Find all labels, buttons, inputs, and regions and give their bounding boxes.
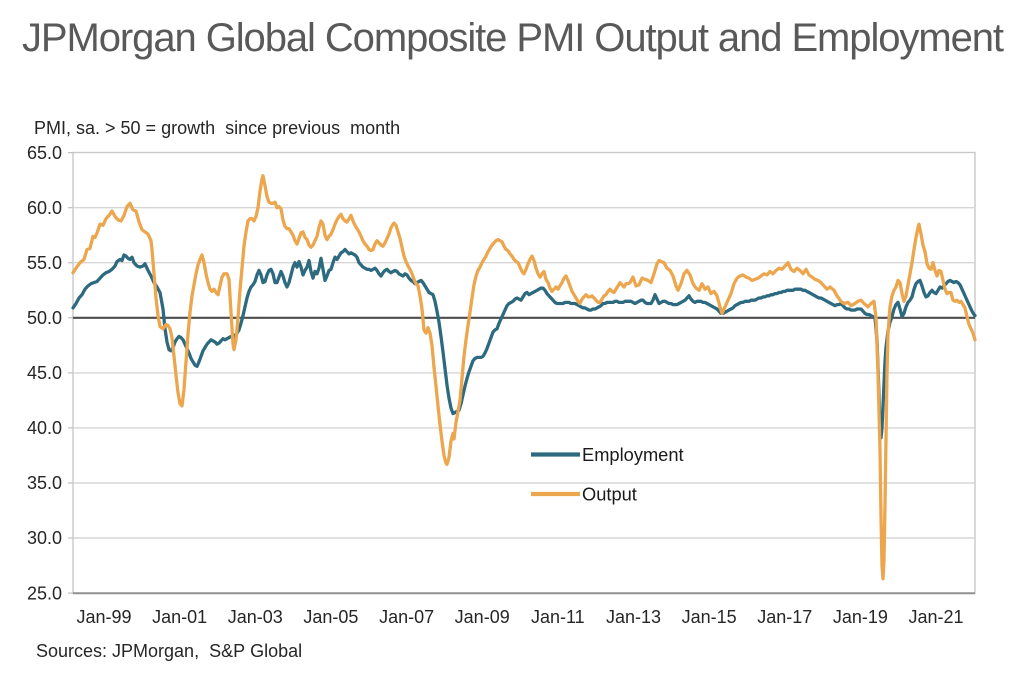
svg-text:65.0: 65.0 <box>27 143 62 163</box>
svg-text:55.0: 55.0 <box>27 253 62 273</box>
svg-text:Jan-09: Jan-09 <box>455 607 510 627</box>
svg-text:50.0: 50.0 <box>27 308 62 328</box>
svg-text:25.0: 25.0 <box>27 583 62 603</box>
svg-text:Jan-17: Jan-17 <box>757 607 812 627</box>
svg-text:Jan-21: Jan-21 <box>908 607 963 627</box>
svg-text:Jan-15: Jan-15 <box>682 607 737 627</box>
svg-text:40.0: 40.0 <box>27 418 62 438</box>
svg-text:Jan-19: Jan-19 <box>833 607 888 627</box>
svg-text:Jan-11: Jan-11 <box>531 607 585 627</box>
svg-text:Jan-99: Jan-99 <box>76 607 131 627</box>
svg-text:45.0: 45.0 <box>27 363 62 383</box>
svg-text:Jan-05: Jan-05 <box>303 607 358 627</box>
svg-text:Jan-01: Jan-01 <box>152 607 207 627</box>
svg-text:35.0: 35.0 <box>27 473 62 493</box>
svg-text:Jan-13: Jan-13 <box>606 607 661 627</box>
svg-text:60.0: 60.0 <box>27 198 62 218</box>
svg-text:PMI, sa. > 50 = growth since: PMI, sa. > 50 = growth since previous mo… <box>34 118 400 138</box>
svg-text:Output: Output <box>582 484 637 505</box>
svg-text:Jan-07: Jan-07 <box>379 607 434 627</box>
svg-text:Sources: JPMorgan, S&P Global: Sources: JPMorgan, S&P Global <box>36 641 302 661</box>
svg-text:Employment: Employment <box>582 444 684 465</box>
svg-text:30.0: 30.0 <box>27 528 62 548</box>
svg-text:Jan-03: Jan-03 <box>228 607 283 627</box>
